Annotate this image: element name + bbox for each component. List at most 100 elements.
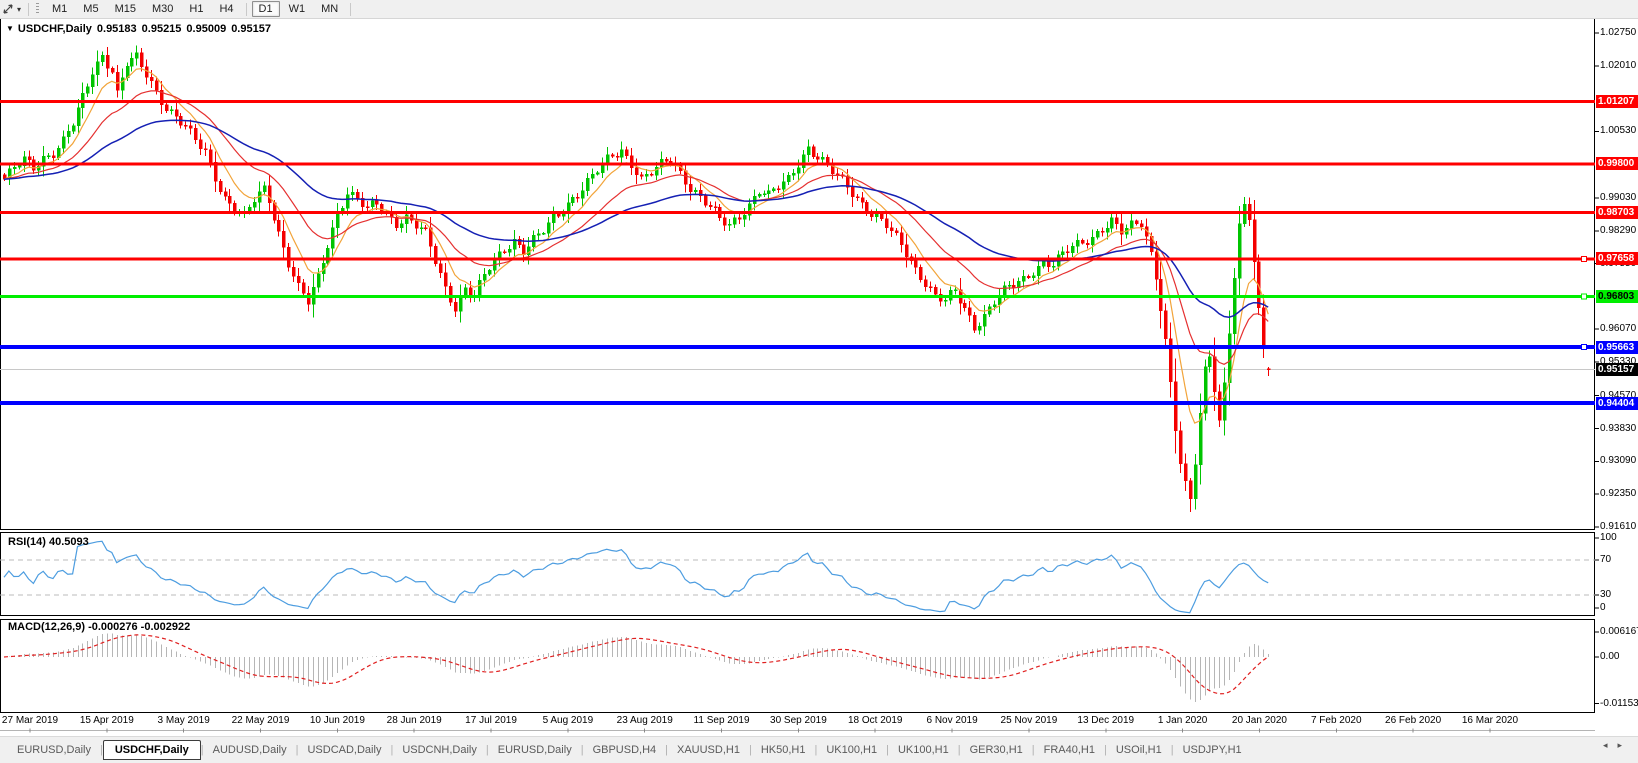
chevron-down-icon[interactable]: ▾ — [17, 4, 22, 14]
date-axis: 27 Mar 2019 15 Apr 2019 3 May 2019 22 May 2… — [0, 715, 1595, 729]
date-axis-label: 30 Sep 2019 — [770, 715, 827, 726]
date-axis-label: 16 Mar 2020 — [1461, 715, 1519, 726]
price-tick-label: 1.02750 — [1600, 27, 1637, 38]
tab-separator: | — [957, 744, 961, 756]
tab-separator: | — [1170, 744, 1174, 756]
chart-tab-uk100-h1[interactable]: UK100,H1 — [897, 744, 949, 756]
tab-separator: | — [886, 744, 889, 756]
price-level-badge-0.94404[interactable]: 0.94404 — [1596, 396, 1638, 410]
date-axis-label: 5 Aug 2019 — [542, 715, 594, 726]
timeframe-button-m5[interactable]: M5 — [83, 3, 99, 15]
current-price-badge: 0.95157 — [1596, 363, 1638, 377]
line-handle[interactable] — [1581, 255, 1587, 262]
rsi-tick-label: 0 — [1600, 602, 1606, 613]
date-axis-label: 6 Nov 2019 — [926, 715, 978, 726]
tab-separator: | — [748, 744, 752, 756]
price-level-badge-0.95663[interactable]: 0.95663 — [1596, 340, 1638, 354]
toolbar-grip[interactable] — [36, 3, 40, 15]
price-level-badge-0.98703[interactable]: 0.98703 — [1596, 205, 1638, 219]
timeframe-button-m1[interactable]: M1 — [52, 3, 68, 15]
chart-tab-usdjpy-h1[interactable]: USDJPY,H1 — [1182, 744, 1242, 756]
collapse-triangle-icon[interactable]: ▼ — [6, 24, 14, 33]
tab-separator: | — [665, 744, 668, 756]
chart-tab-xauusd-h1[interactable]: XAUUSD,H1 — [677, 744, 740, 756]
chart-title: ▼ USDCHF,Daily 0.95183 0.95215 0.95009 0.9515… — [6, 23, 271, 35]
tab-separator: | — [99, 744, 103, 756]
price-tick-label: 0.91610 — [1600, 520, 1637, 532]
date-axis-label: 26 Feb 2020 — [1385, 715, 1442, 726]
chart-tab-audusd-daily[interactable]: AUDUSD,Daily — [212, 744, 287, 756]
price-level-badge-0.99800[interactable]: 0.99800 — [1596, 157, 1638, 171]
chart-tab-eurusd-daily[interactable]: EURUSD,Daily — [17, 744, 91, 756]
timeframe-button-mn[interactable]: MN — [321, 3, 339, 15]
chart-tab-eurusd-daily[interactable]: EURUSD,Daily — [497, 744, 572, 756]
price-level-badge-1.01207[interactable]: 1.01207 — [1596, 94, 1638, 108]
price-tick-label: 0.93090 — [1600, 455, 1637, 467]
date-axis-label: 11 Sep 2019 — [693, 715, 750, 726]
timeframe-button-h1[interactable]: H1 — [189, 3, 204, 15]
tab-separator: | — [1104, 744, 1107, 756]
price-level-badge-0.97658[interactable]: 0.97658 — [1596, 252, 1638, 266]
price-tick-label: 0.98290 — [1600, 224, 1637, 236]
line-handle[interactable] — [1581, 293, 1587, 300]
price-tick-label: 0.92350 — [1600, 488, 1637, 500]
price-axis: 1.027501.020101.005300.990300.982900.975… — [1595, 18, 1638, 732]
macd-histogram — [9, 633, 1269, 702]
date-axis-label: 7 Feb 2020 — [1310, 715, 1362, 726]
timeframe-button-w1[interactable]: W1 — [288, 3, 306, 15]
chart-tab-ger30-h1[interactable]: GER30,H1 — [969, 744, 1023, 756]
tab-separator: | — [1031, 744, 1035, 756]
date-axis-label: 20 Jan 2020 — [1231, 715, 1287, 726]
timeframe-toolbar: ▾ M1 M5 M15 M30 H1 H4 D1 W1 MN — [0, 0, 1638, 19]
ohlc-open: 0.95183 — [96, 23, 137, 35]
cursor-icon[interactable] — [2, 3, 14, 15]
date-axis-label: 17 Jul 2019 — [465, 715, 517, 726]
ohlc-high: 0.95215 — [141, 23, 182, 35]
date-axis-label: 3 May 2019 — [157, 715, 210, 726]
chart-tab-gbpusd-h4[interactable]: GBPUSD,H4 — [592, 744, 657, 756]
timeframe-button-m30[interactable]: M30 — [151, 3, 174, 15]
date-axis-label: 22 May 2019 — [231, 715, 290, 726]
ma-slow-line — [3, 119, 1269, 318]
chart-tab-hk50-h1[interactable]: HK50,H1 — [760, 744, 806, 756]
chart-tab-usdcnh-daily[interactable]: USDCNH,Daily — [402, 744, 477, 756]
tab-separator: | — [485, 744, 489, 756]
timeframe-button-h4[interactable]: H4 — [219, 3, 234, 15]
date-axis-label: 25 Nov 2019 — [1000, 715, 1058, 726]
rsi-tick-label: 70 — [1600, 553, 1612, 565]
date-axis-label: 15 Apr 2019 — [79, 715, 134, 726]
chart-tab-usdchf-daily[interactable]: USDCHF,Daily — [102, 740, 201, 760]
macd-indicator-label: MACD(12,26,9) -0.000276 -0.002922 — [8, 621, 191, 633]
symbol-period-label: USDCHF,Daily — [17, 23, 92, 35]
chart-tab-uk100-h1[interactable]: UK100,H1 — [826, 744, 878, 756]
price-tick-label: 1.02010 — [1600, 59, 1637, 71]
tab-separator: | — [295, 744, 299, 756]
ohlc-close: 0.95157 — [231, 23, 271, 35]
rsi-tick-label: 30 — [1600, 588, 1612, 600]
price-tick-label: 1.00530 — [1600, 125, 1637, 137]
line-handle[interactable] — [1581, 344, 1587, 351]
toolbar-separator — [245, 2, 247, 16]
tab-scroll-right-icon[interactable]: ▸ — [1617, 740, 1622, 750]
rsi-indicator-label: RSI(14) 40.5093 — [8, 536, 89, 548]
price-level-badge-0.96803[interactable]: 0.96803 — [1596, 290, 1638, 304]
price-tick-label: 0.96070 — [1600, 323, 1637, 335]
price-tick-label: 0.95330 — [1600, 356, 1637, 367]
tab-scroll-left-icon[interactable]: ◂ — [1602, 740, 1608, 750]
ma-mid-line — [3, 90, 1269, 365]
support-resistance-lines[interactable] — [0, 99, 1595, 406]
panel-borders — [0, 18, 1595, 731]
timeframe-button-m15[interactable]: M15 — [114, 3, 136, 15]
tab-separator: | — [814, 744, 818, 756]
date-axis-label: 13 Dec 2019 — [1077, 715, 1135, 726]
chart-tab-usoil-h1[interactable]: USOil,H1 — [1115, 744, 1162, 756]
chart-tab-fra40-h1[interactable]: FRA40,H1 — [1043, 744, 1095, 756]
tab-scroll-arrows: ◂ ▸ — [1603, 740, 1622, 751]
date-axis-label: 10 Jun 2019 — [309, 715, 365, 726]
timeframe-button-d1[interactable]: D1 — [251, 1, 280, 17]
chart-tab-usdcad-daily[interactable]: USDCAD,Daily — [307, 744, 382, 756]
toolbar-separator — [350, 2, 352, 16]
macd-tick-label: 0.00 — [1600, 651, 1620, 662]
rsi-tick-label: 100 — [1600, 532, 1617, 543]
